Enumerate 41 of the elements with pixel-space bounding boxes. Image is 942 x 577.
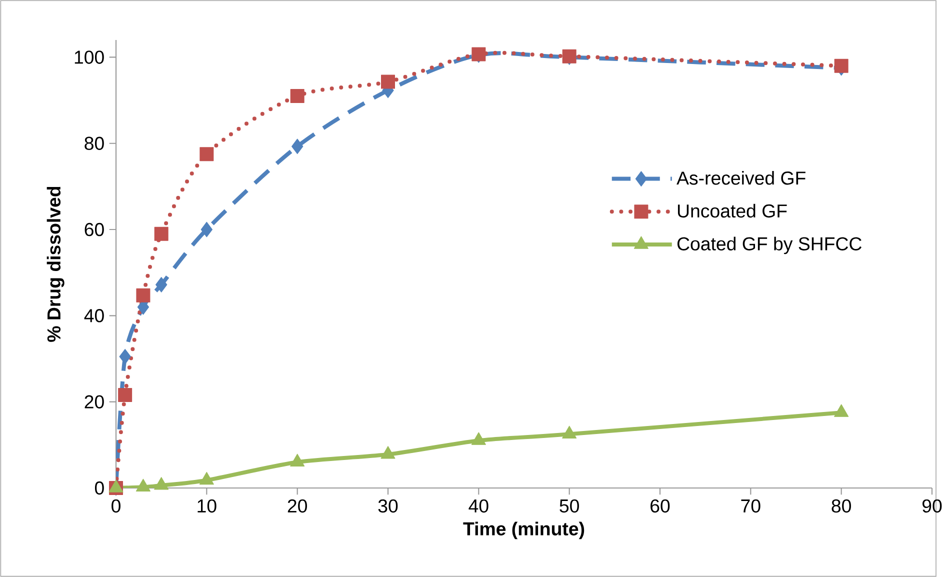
point: [290, 454, 305, 466]
y-tick-label: 100: [74, 50, 104, 64]
legend-label: Coated GF by SHFCC: [677, 236, 862, 254]
x-tick-label: 70: [741, 499, 760, 513]
x-tick-label: 90: [922, 499, 942, 513]
point: [200, 222, 213, 238]
point: [154, 226, 168, 241]
point: [119, 348, 131, 364]
x-tick-label: 0: [112, 499, 120, 513]
x-tick-label: 30: [378, 499, 398, 513]
point: [290, 88, 304, 103]
x-tick-label: 10: [198, 499, 216, 513]
point: [136, 478, 150, 492]
point: [118, 388, 132, 402]
point: [834, 58, 848, 73]
x-tick-label: 40: [468, 499, 488, 513]
point: [380, 446, 396, 459]
point: [136, 288, 150, 302]
point: [108, 480, 124, 492]
point: [562, 426, 577, 438]
point: [292, 138, 304, 154]
y-tick-label: 40: [84, 309, 104, 322]
y-tick-label: 20: [84, 395, 104, 408]
point: [381, 74, 396, 89]
x-tick-label: 60: [650, 499, 670, 513]
point: [156, 277, 168, 292]
x-tick-label: 20: [288, 499, 307, 513]
x-tick-label: 50: [560, 499, 579, 513]
y-axis-title: % Drug dissolved: [46, 186, 64, 342]
legend-label: Uncoated GF: [678, 204, 787, 218]
y-tick-label: 80: [84, 136, 104, 150]
x-axis-title: Time (minute): [463, 522, 584, 540]
point: [154, 477, 169, 490]
point: [200, 147, 214, 162]
point: [834, 404, 849, 417]
y-tick-label: 0: [94, 481, 104, 495]
point: [471, 432, 486, 445]
y-tick-label: 60: [84, 222, 104, 236]
x-tick-label: 80: [832, 499, 851, 513]
legend-label: As-received GF: [676, 171, 806, 185]
point: [199, 472, 214, 485]
